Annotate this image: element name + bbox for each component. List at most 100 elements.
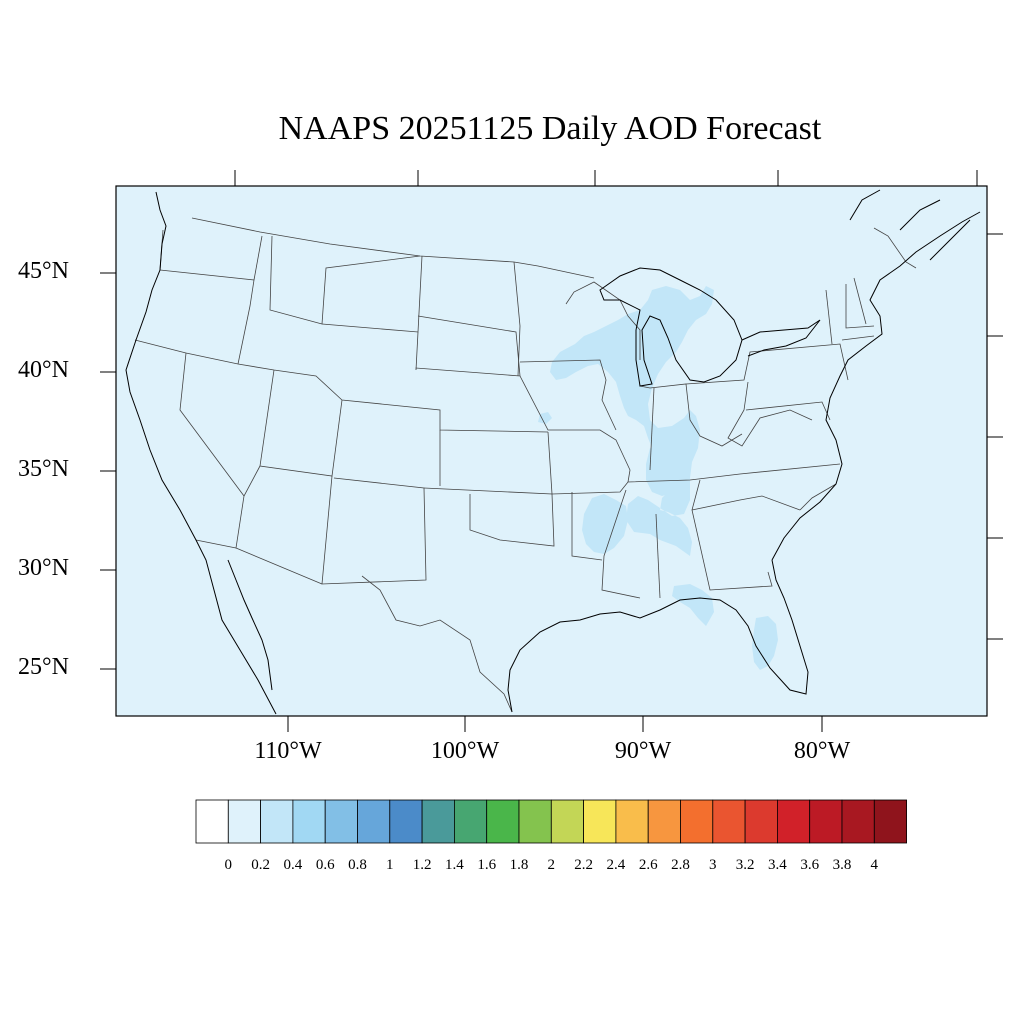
lon-label-100w: 100°W xyxy=(430,738,500,764)
colorbar xyxy=(195,799,907,844)
border-line xyxy=(685,343,849,385)
lat-label-40: 40°N xyxy=(18,357,69,383)
colorbar-swatch xyxy=(486,799,520,844)
colorbar-label: 2.8 xyxy=(671,857,690,873)
colorbar-swatch xyxy=(550,799,584,844)
plot-frame xyxy=(115,185,988,717)
colorbar-label: 0.8 xyxy=(348,857,367,873)
border-line xyxy=(253,235,263,281)
aod-background-field xyxy=(116,186,987,716)
colorbar-swatch xyxy=(712,799,746,844)
axis-ticks xyxy=(100,170,1003,732)
great-lakes-shoreline xyxy=(599,267,743,387)
coastlines xyxy=(125,189,981,715)
colorbar-label: 3.4 xyxy=(768,857,787,873)
border-line xyxy=(845,284,875,329)
border-line xyxy=(547,431,629,495)
border-line xyxy=(519,375,841,483)
border-line xyxy=(727,381,813,447)
atlantic-coastline xyxy=(771,211,981,561)
map-title: NAAPS 20251125 Daily AOD Forecast xyxy=(278,110,822,147)
border-line xyxy=(873,227,917,269)
border-line xyxy=(691,479,773,591)
colorbar-label: 2.6 xyxy=(638,857,658,873)
colorbar-swatch xyxy=(583,799,617,844)
border-line xyxy=(259,369,343,477)
lat-label-25: 25°N xyxy=(18,654,69,680)
border-line xyxy=(415,315,521,377)
colorbar-swatch xyxy=(873,799,907,844)
aod-patch-kentucky xyxy=(646,446,686,496)
border-line xyxy=(321,475,427,585)
border-line xyxy=(519,359,617,431)
colorbar-label: 1.8 xyxy=(509,857,529,873)
state-borders xyxy=(134,217,917,713)
colorbar-swatch xyxy=(647,799,681,844)
border-line xyxy=(825,289,833,345)
colorbar-label: 0 xyxy=(224,857,233,873)
aod-patch-iowa xyxy=(538,412,552,424)
colorbar-swatch xyxy=(615,799,649,844)
aod-patch-southeast xyxy=(582,494,628,554)
colorbar-swatch xyxy=(195,799,229,844)
border-line xyxy=(691,495,801,511)
pacific-coastline xyxy=(125,191,277,715)
colorbar-label: 1.2 xyxy=(412,857,432,873)
aod-patch-florida xyxy=(752,616,778,670)
colorbar-label: 1.4 xyxy=(445,857,464,873)
aod-patch-gulf xyxy=(672,584,714,626)
colorbar-label: 1.6 xyxy=(477,857,497,873)
colorbar-swatch xyxy=(357,799,391,844)
lon-label-80w: 80°W xyxy=(793,738,851,764)
baja-gulf-coastline xyxy=(227,559,273,691)
colorbar-label: 3.8 xyxy=(832,857,852,873)
border-line xyxy=(179,352,245,497)
colorbar-swatch xyxy=(518,799,552,844)
border-line xyxy=(841,335,875,341)
colorbar-swatch xyxy=(453,799,488,844)
colorbar-swatch xyxy=(680,799,714,844)
lon-label-90w: 90°W xyxy=(614,738,672,764)
border-line xyxy=(649,387,655,471)
border-line xyxy=(195,539,237,549)
colorbar-label: 1 xyxy=(386,857,394,873)
colorbar-label: 3.6 xyxy=(800,857,820,873)
colorbar-label: 2.2 xyxy=(574,857,593,873)
colorbar-swatch xyxy=(389,799,423,844)
colorbar-label: 0.4 xyxy=(283,857,303,873)
colorbar-label: 2 xyxy=(547,857,556,873)
colorbar-swatch xyxy=(744,799,778,844)
lat-label-30: 30°N xyxy=(18,555,69,581)
colorbar-label: 0.2 xyxy=(251,857,270,873)
border-line xyxy=(853,277,867,325)
border-line xyxy=(513,261,521,377)
canada-coast xyxy=(849,189,971,261)
colorbar-label: 0.6 xyxy=(315,857,335,873)
lon-label-110w: 110°W xyxy=(254,738,322,764)
gulf-coastline xyxy=(507,559,809,713)
colorbar-swatch xyxy=(777,799,811,844)
colorbar-swatch xyxy=(227,799,262,844)
border-line xyxy=(571,492,603,561)
colorbar-label: 3.2 xyxy=(735,857,755,873)
border-line xyxy=(159,269,255,365)
aod-field-patches xyxy=(538,286,778,670)
colorbar-swatch xyxy=(809,799,843,844)
lake-erie-ontario xyxy=(741,319,821,357)
colorbar-swatch xyxy=(421,799,455,844)
lat-label-35: 35°N xyxy=(18,456,69,482)
colorbar-label: 2.4 xyxy=(606,857,626,873)
colorbar-swatch xyxy=(260,799,294,844)
border-line xyxy=(799,483,837,511)
border-line xyxy=(235,465,323,585)
colorbar-swatch xyxy=(324,799,358,844)
colorbar-label: 3 xyxy=(709,857,717,873)
border-line xyxy=(639,383,743,447)
colorbar-swatch xyxy=(841,799,875,844)
border-line xyxy=(134,339,549,433)
colorbar-label: 4 xyxy=(870,857,879,873)
border-line xyxy=(601,489,641,599)
border-line xyxy=(655,513,661,599)
